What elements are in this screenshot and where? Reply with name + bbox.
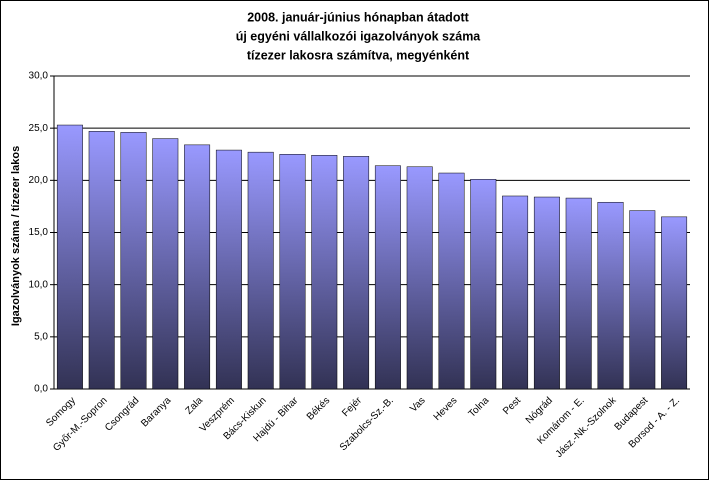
y-axis-label: Igazolványok száma / tízezer lakos	[10, 146, 22, 326]
bar	[629, 210, 656, 390]
bar	[470, 179, 497, 390]
bar	[343, 156, 370, 390]
bar	[215, 149, 242, 390]
bar	[279, 154, 306, 390]
bar	[502, 195, 529, 390]
bar	[661, 216, 688, 390]
bar	[565, 197, 592, 390]
bar	[120, 132, 147, 390]
y-tick-label: 10,0	[29, 279, 49, 290]
y-tick-label: 0,0	[34, 384, 48, 395]
chart-title: tízezer lakosra számítva, megyénként	[247, 48, 470, 62]
chart-title: új egyéni vállalkozói igazolványok száma	[236, 29, 482, 43]
y-tick-label: 15,0	[29, 227, 49, 238]
bar	[311, 155, 338, 390]
bar	[152, 138, 179, 390]
bar	[184, 144, 211, 390]
chart-title: 2008. január-június hónapban átadott	[247, 10, 469, 24]
bar	[88, 131, 115, 390]
bar	[374, 165, 401, 390]
bar	[56, 124, 83, 390]
y-tick-label: 5,0	[34, 331, 48, 342]
bar	[438, 172, 465, 390]
bar	[533, 196, 560, 390]
bar	[247, 151, 274, 390]
bar	[597, 201, 624, 390]
y-tick-label: 25,0	[29, 123, 49, 134]
y-tick-label: 20,0	[29, 175, 49, 186]
bar	[406, 166, 433, 390]
y-tick-label: 30,0	[29, 71, 49, 82]
